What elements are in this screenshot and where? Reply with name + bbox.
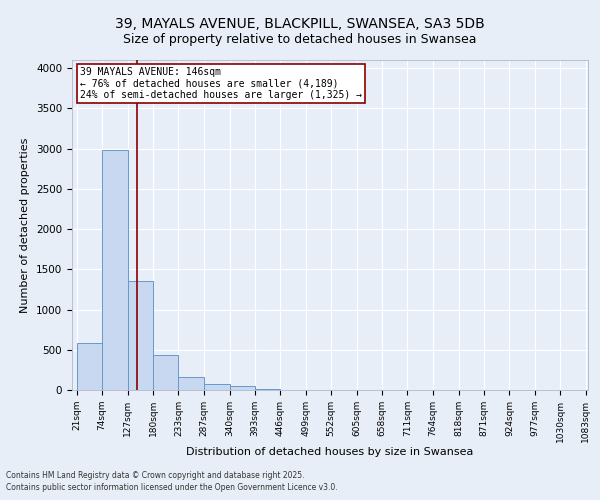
Bar xyxy=(204,384,230,390)
Text: 39 MAYALS AVENUE: 146sqm
← 76% of detached houses are smaller (4,189)
24% of sem: 39 MAYALS AVENUE: 146sqm ← 76% of detach… xyxy=(80,66,362,100)
Bar xyxy=(128,282,153,390)
X-axis label: Distribution of detached houses by size in Swansea: Distribution of detached houses by size … xyxy=(187,448,473,458)
Text: Contains public sector information licensed under the Open Government Licence v3: Contains public sector information licen… xyxy=(6,483,338,492)
Text: Contains HM Land Registry data © Crown copyright and database right 2025.: Contains HM Land Registry data © Crown c… xyxy=(6,470,305,480)
Text: 39, MAYALS AVENUE, BLACKPILL, SWANSEA, SA3 5DB: 39, MAYALS AVENUE, BLACKPILL, SWANSEA, S… xyxy=(115,18,485,32)
Bar xyxy=(255,389,280,390)
Y-axis label: Number of detached properties: Number of detached properties xyxy=(20,138,31,312)
Bar xyxy=(178,377,204,390)
Text: Size of property relative to detached houses in Swansea: Size of property relative to detached ho… xyxy=(123,32,477,46)
Bar xyxy=(77,344,102,390)
Bar xyxy=(102,150,128,390)
Bar xyxy=(153,356,178,390)
Bar xyxy=(230,386,255,390)
